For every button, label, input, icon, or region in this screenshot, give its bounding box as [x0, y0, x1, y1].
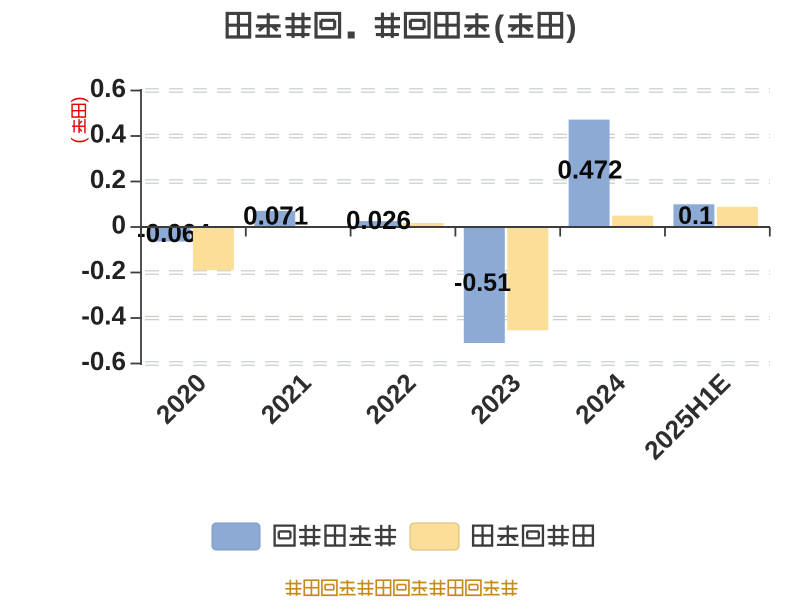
- svg-text:0.1: 0.1: [678, 202, 713, 230]
- svg-text:0.026: 0.026: [346, 205, 411, 235]
- svg-text:0.071: 0.071: [243, 201, 308, 231]
- svg-text:-0.2: -0.2: [81, 255, 126, 285]
- svg-text:): ): [69, 97, 89, 103]
- svg-text:): ): [566, 9, 576, 44]
- svg-text:0.4: 0.4: [90, 119, 127, 149]
- svg-text:-0.51: -0.51: [454, 269, 511, 297]
- svg-text:0.2: 0.2: [90, 164, 126, 194]
- svg-text:0.472: 0.472: [557, 155, 622, 185]
- svg-text:-0.4: -0.4: [81, 301, 126, 331]
- svg-text:(: (: [69, 138, 89, 144]
- svg-text:-0.6: -0.6: [81, 346, 126, 376]
- svg-text:(: (: [494, 9, 505, 44]
- svg-text:0.6: 0.6: [90, 73, 126, 103]
- svg-text:0: 0: [112, 210, 126, 240]
